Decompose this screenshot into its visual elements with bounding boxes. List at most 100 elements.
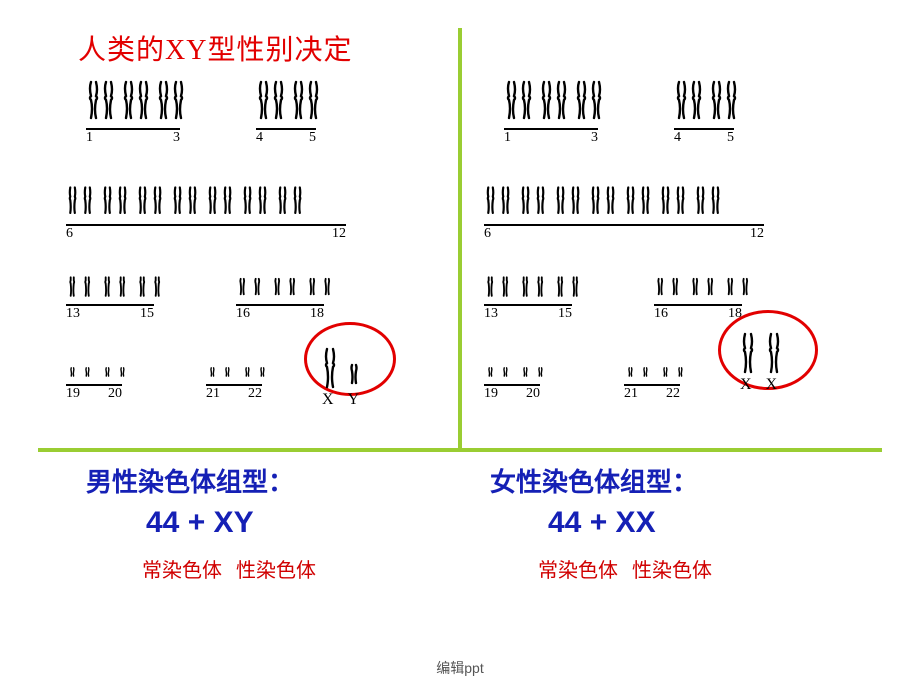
chrom-pair [241,356,270,382]
chrom-pair [659,182,688,222]
chrom-pair [519,182,548,222]
chrom-group: 45 [256,78,320,146]
chrom-pair [206,356,235,382]
sex-label: X [766,376,778,394]
chrom-row: 13 45 [474,70,874,166]
chrom-pair [694,182,723,222]
chrom-pair [624,356,653,382]
sex-label: X [322,391,334,409]
karyotype-male: 13 45 612 1 [56,70,456,396]
chrom-row: 1315 1618 [474,246,874,326]
sexchrom-label: 性染色体 [632,554,712,583]
chrom-pair [306,268,335,302]
chrom-group: 1920 [66,334,130,402]
group-start-num: 6 [66,226,73,242]
male-caption: 男性染色体组型： [86,462,294,499]
horizontal-divider [38,448,882,452]
chrom-pair [136,268,165,302]
sex-chrom-labels: XY [322,391,362,409]
chrom-group: 1920 [484,334,548,402]
chrom-group: 1618 [654,254,753,322]
chrom-row: 6 12 [56,166,456,246]
chrom-pair [484,182,513,222]
group-end-num: 18 [310,306,324,322]
female-caption: 女性染色体组型： [490,462,698,499]
chrom-pair [101,268,130,302]
sex-label: Y [348,391,360,409]
vertical-divider [458,28,462,452]
group-end-num: 3 [591,130,598,146]
chrom-pair [519,268,548,302]
chrom-row: 13 15 1618 [56,246,456,326]
chrom-pair [206,182,235,222]
group-labels: 13 [504,130,598,146]
chrom-pair [66,182,95,222]
male-formula: 44 + XY [146,506,254,540]
chrom-pair [276,182,305,222]
group-labels: 612 [484,226,764,242]
group-end-num: 15 [558,306,572,322]
chrom-group: 1315 [484,254,583,322]
slide: 人类的XY型性别决定 13 45 [38,20,882,640]
chrom-pair [659,356,688,382]
chrom-pair [121,78,150,126]
sex-chrom-pair: XY [322,345,362,409]
chrom-pair [484,356,513,382]
group-end-num: 5 [309,130,316,146]
chrom-pair [271,268,300,302]
group-labels: 2122 [624,386,680,402]
group-end-num: 12 [750,226,764,242]
chrom-pair [66,268,95,302]
chrom-pair [136,182,165,222]
group-end-num: 20 [108,386,122,402]
female-sublabels: 常染色体 性染色体 [538,554,712,583]
chrom-pair [86,78,115,126]
chrom-pair [689,268,718,302]
group-labels: 1618 [654,306,742,322]
chrom-group: 6 12 [66,174,346,242]
group-end-num: 12 [332,226,346,242]
chrom-group: 13 [86,78,185,146]
group-end-num: 20 [526,386,540,402]
group-start-num: 21 [206,386,220,402]
group-start-num: 19 [484,386,498,402]
group-labels: 1315 [484,306,572,322]
group-start-num: 1 [86,130,93,146]
chrom-pair [66,356,95,382]
group-start-num: 4 [256,130,263,146]
chrom-pair [484,268,513,302]
group-labels: 45 [256,130,316,146]
chrom-pair [101,356,130,382]
group-start-num: 21 [624,386,638,402]
chrom-pair [256,78,285,126]
chrom-group: 612 [484,174,764,242]
chrom-pair [504,78,533,126]
chrom-pair [574,78,603,126]
chrom-pair [624,182,653,222]
group-end-num: 5 [727,130,734,146]
sex-label: X [740,376,752,394]
sex-chrom-pair: XX [740,330,780,394]
chrom-group: 2122 [206,334,270,402]
chrom-pair [589,182,618,222]
group-start-num: 16 [654,306,668,322]
chrom-pair [554,268,583,302]
chrom-group: 13 [504,78,603,146]
chrom-row: 612 [474,166,874,246]
chrom-pair [654,268,683,302]
chrom-pair [724,268,753,302]
chrom-pair [291,78,320,126]
group-start-num: 13 [66,306,80,322]
chrom-pair [674,78,703,126]
group-labels: 45 [674,130,734,146]
chrom-pair [156,78,185,126]
chrom-pair [554,182,583,222]
chrom-row: 13 45 [56,70,456,166]
group-end-num: 15 [140,306,154,322]
group-labels: 1920 [484,386,540,402]
chrom-pair [101,182,130,222]
group-labels: 1618 [236,306,324,322]
group-end-num: 3 [173,130,180,146]
chrom-pair [241,182,270,222]
group-labels: 13 15 [66,306,154,322]
